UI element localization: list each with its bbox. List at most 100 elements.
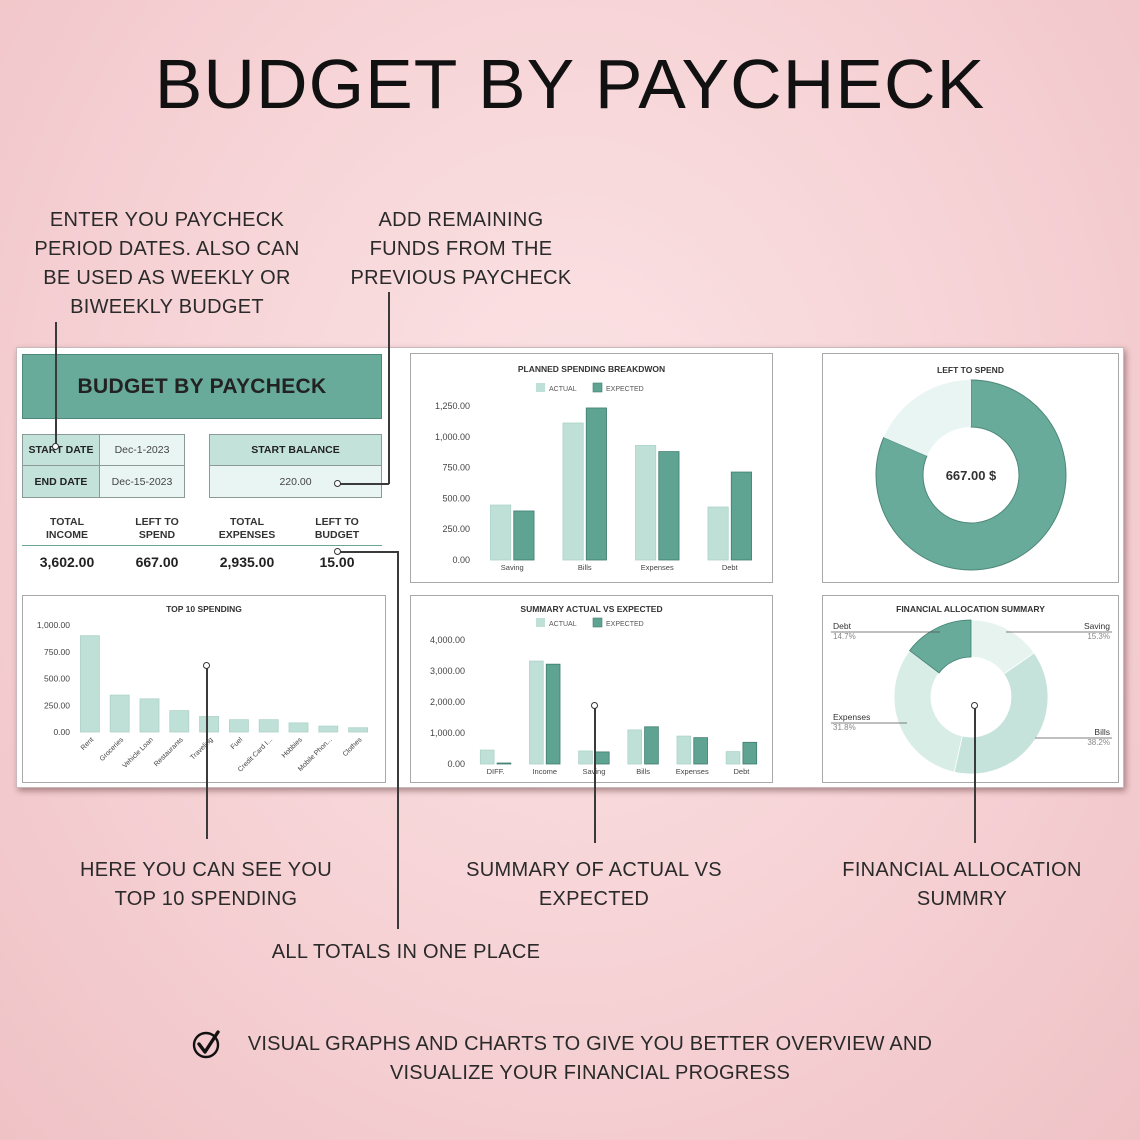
bar-actual[interactable]: [707, 506, 729, 561]
bar-spending[interactable]: [258, 719, 279, 733]
y-tick-label: 0.00: [447, 759, 465, 769]
bar-expected[interactable]: [742, 741, 758, 765]
legend-label-actual: ACTUAL: [549, 621, 577, 628]
legend-swatch-expected: [592, 382, 603, 393]
x-category-label: Bills: [578, 563, 592, 572]
y-tick-label: 1,000.00: [435, 432, 470, 442]
slice-percent: 15.3%: [1087, 632, 1110, 641]
annotation-allocation: FINANCIAL ALLOCATION SUMMRY: [842, 859, 1082, 910]
bar-actual[interactable]: [479, 749, 495, 765]
left-to-spend-label: LEFT TO SPEND: [135, 516, 179, 541]
bar-spending[interactable]: [199, 716, 220, 733]
bar-expected[interactable]: [545, 663, 561, 765]
bar-actual[interactable]: [529, 660, 544, 765]
slice-percent: 31.8%: [833, 723, 856, 732]
legend-label-actual: ACTUAL: [549, 386, 577, 393]
start-balance-box: START BALANCE 220.00: [209, 434, 382, 498]
y-tick-label: 500.00: [44, 674, 70, 684]
top10-spending-chart: TOP 10 SPENDING 0.00 250.00 500.00 750.00 1,…: [22, 595, 386, 783]
bar-spending[interactable]: [139, 698, 160, 733]
start-date-label: START DATE: [23, 435, 100, 466]
left-to-spend-value: 667.00: [135, 554, 179, 570]
bar-expected[interactable]: [730, 471, 752, 561]
bar-actual[interactable]: [562, 422, 584, 561]
start-balance-label: START BALANCE: [210, 435, 381, 466]
start-balance-field[interactable]: 220.00: [210, 466, 381, 497]
y-tick-label: 250.00: [44, 700, 70, 710]
x-category-label: Restaurants: [153, 736, 185, 768]
end-date-field[interactable]: Dec-15-2023: [100, 466, 184, 497]
bar-actual[interactable]: [490, 504, 512, 561]
dashboard-banner: BUDGET BY PAYCHECK: [22, 354, 382, 419]
bar-actual[interactable]: [725, 751, 741, 765]
total-income-value: 3,602.00: [39, 554, 95, 570]
connector-dot: [591, 702, 598, 709]
bar-spending[interactable]: [169, 710, 190, 733]
x-category-label: Rent: [80, 736, 95, 751]
footer-text-line: VISUAL GRAPHS AND CHARTS TO GIVE YOU BET…: [247, 1033, 933, 1084]
bar-spending[interactable]: [288, 722, 309, 733]
bar-actual[interactable]: [635, 445, 657, 561]
legend-swatch-actual: [536, 618, 545, 627]
bar-actual[interactable]: [627, 729, 642, 765]
chart-title: FINANCIAL ALLOCATION SUMMARY: [896, 604, 1045, 614]
page-title: BUDGET BY PAYCHECK: [154, 45, 986, 123]
y-tick-label: 1,250.00: [435, 401, 470, 411]
x-category-label: Fuel: [230, 736, 245, 751]
bar-expected[interactable]: [644, 726, 659, 765]
connector-line: [340, 551, 398, 553]
slice-percent: 38.2%: [1087, 738, 1110, 747]
connector-line: [388, 292, 390, 484]
legend-swatch-expected: [592, 617, 603, 628]
connector-dot: [334, 548, 341, 555]
bar-expected[interactable]: [658, 451, 680, 561]
bar-expected[interactable]: [513, 510, 535, 561]
bar-actual[interactable]: [578, 750, 593, 765]
connector-dot: [334, 480, 341, 487]
chart-legend: ACTUAL EXPECTED: [536, 382, 644, 393]
donut-segment-spent[interactable]: [875, 379, 1067, 571]
check-circle-icon: [192, 1030, 220, 1059]
bar-expected[interactable]: [585, 407, 607, 561]
total-income-label: TOTAL INCOME: [46, 516, 88, 541]
connector-line: [397, 551, 399, 929]
slice-label: Debt: [833, 621, 852, 631]
totals-summary: TOTAL INCOME LEFT TO SPEND TOTAL EXPENSE…: [22, 516, 382, 570]
summary-actual-vs-expected-chart: SUMMARY ACTUAL VS EXPECTED ACTUAL EXPECTE…: [410, 595, 773, 783]
annotation-summary: SUMMARY OF ACTUAL VS EXPECTED: [466, 859, 722, 910]
y-tick-label: 750.00: [44, 647, 70, 657]
donut-segment-left[interactable]: [883, 380, 971, 456]
bar-expected[interactable]: [595, 751, 610, 765]
chart-title: SUMMARY ACTUAL VS EXPECTED: [520, 604, 663, 614]
annotation-totals: ALL TOTALS IN ONE PLACE: [271, 941, 541, 963]
bar-spending[interactable]: [80, 635, 100, 733]
left-to-spend-chart: LEFT TO SPEND 667.00 $: [822, 353, 1119, 583]
donut-segment-bills[interactable]: [953, 652, 1049, 775]
x-category-label: Saving: [501, 563, 524, 572]
x-category-label: Groceries: [99, 736, 126, 763]
bar-spending[interactable]: [109, 694, 130, 733]
x-category-label: Saving: [582, 767, 605, 776]
connector-line: [55, 322, 57, 448]
x-category-label: Income: [532, 767, 557, 776]
bar-spending[interactable]: [318, 725, 339, 733]
y-tick-label: 1,000.00: [37, 620, 70, 630]
x-category-label: Hobbies: [281, 736, 304, 759]
connector-line: [206, 666, 208, 839]
left-to-budget-label: LEFT TO BUDGET: [314, 516, 360, 541]
bar-spending[interactable]: [348, 727, 369, 733]
x-category-label: Debt: [733, 767, 750, 776]
bar-expected[interactable]: [693, 737, 708, 765]
start-date-field[interactable]: Dec-1-2023: [100, 435, 184, 466]
bar-actual[interactable]: [676, 735, 692, 765]
x-category-label: Vehicle Loan: [122, 736, 155, 769]
footer-text: VISUAL GRAPHS AND CHARTS TO GIVE YOU BET…: [0, 1030, 1140, 1088]
donut-segment-expenses[interactable]: [893, 650, 963, 773]
donut-segment-debt[interactable]: [909, 619, 972, 674]
bar-spending[interactable]: [228, 719, 249, 733]
legend-label-expected: EXPECTED: [606, 621, 644, 628]
slice-label: Saving: [1084, 621, 1110, 631]
bar-expected[interactable]: [496, 762, 512, 765]
end-date-label: END DATE: [23, 466, 100, 497]
total-expenses-value: 2,935.00: [219, 554, 275, 570]
